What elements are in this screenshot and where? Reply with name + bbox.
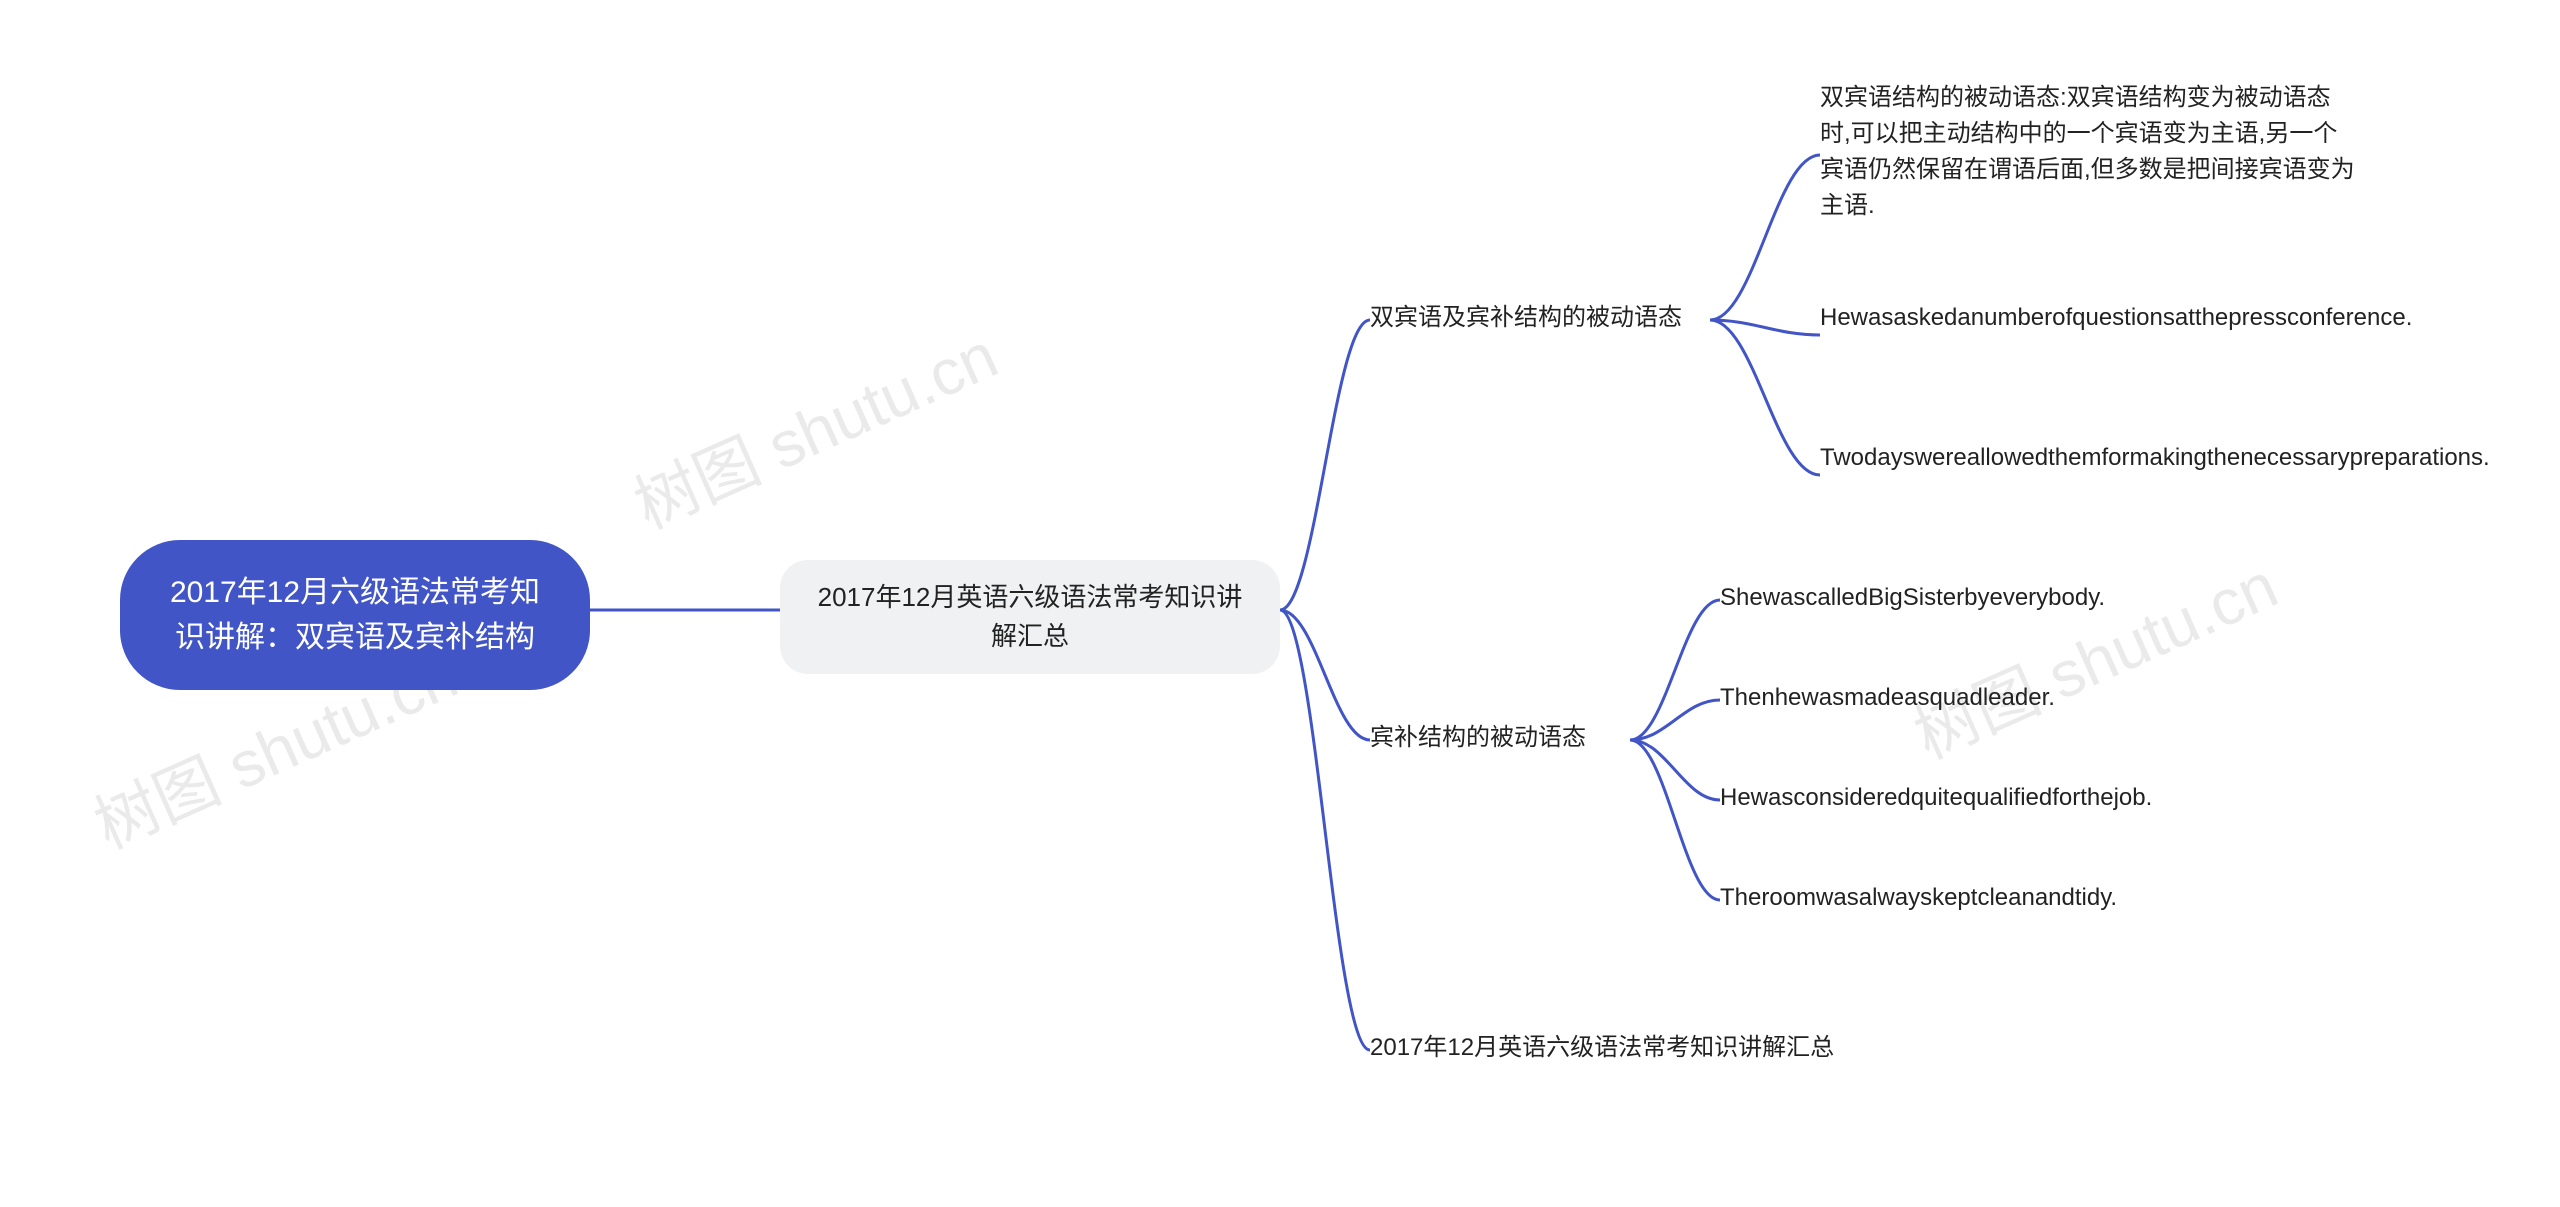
level2-node-summary[interactable]: 2017年12月英语六级语法常考知识讲解汇总 — [1370, 1030, 1890, 1066]
level1-node[interactable]: 2017年12月英语六级语法常考知识讲解汇总 — [780, 560, 1280, 674]
leaf-label: Hewasconsideredquitequalifiedforthejob. — [1720, 780, 2152, 816]
level1-label: 2017年12月英语六级语法常考知识讲解汇总 — [810, 578, 1250, 656]
level2-label: 2017年12月英语六级语法常考知识讲解汇总 — [1370, 1030, 1834, 1066]
leaf-node[interactable]: Hewasaskedanumberofquestionsatthepressco… — [1820, 300, 2360, 336]
root-node[interactable]: 2017年12月六级语法常考知识讲解：双宾语及宾补结构 — [120, 540, 590, 690]
leaf-node[interactable]: Thenhewasmadeasquadleader. — [1720, 680, 2140, 716]
level2-label: 双宾语及宾补结构的被动语态 — [1370, 300, 1682, 336]
level2-node-passive-double[interactable]: 双宾语及宾补结构的被动语态 — [1370, 300, 1710, 336]
leaf-node[interactable]: Hewasconsideredquitequalifiedforthejob. — [1720, 780, 2220, 816]
level2-node-passive-complement[interactable]: 宾补结构的被动语态 — [1370, 720, 1630, 756]
leaf-label: Hewasaskedanumberofquestionsatthepressco… — [1820, 300, 2412, 336]
leaf-node[interactable]: 双宾语结构的被动语态:双宾语结构变为被动语态时,可以把主动结构中的一个宾语变为主… — [1820, 80, 2360, 224]
leaf-node[interactable]: Twodayswereallowedthemformakingthenecess… — [1820, 440, 2360, 476]
leaf-node[interactable]: ShewascalledBigSisterbyeverybody. — [1720, 580, 2170, 616]
root-label: 2017年12月六级语法常考知识讲解：双宾语及宾补结构 — [160, 570, 550, 660]
leaf-label: 双宾语结构的被动语态:双宾语结构变为被动语态时,可以把主动结构中的一个宾语变为主… — [1820, 80, 2360, 224]
mindmap-canvas: 树图 shutu.cn 树图 shutu.cn 树图 shutu.cn 2017… — [0, 0, 2560, 1207]
leaf-node[interactable]: Theroomwasalwayskeptcleanandtidy. — [1720, 880, 2200, 916]
leaf-label: Theroomwasalwayskeptcleanandtidy. — [1720, 880, 2117, 916]
leaf-label: Thenhewasmadeasquadleader. — [1720, 680, 2055, 716]
watermark: 树图 shutu.cn — [1898, 535, 2290, 777]
leaf-label: ShewascalledBigSisterbyeverybody. — [1720, 580, 2105, 616]
leaf-label: Twodayswereallowedthemformakingthenecess… — [1820, 440, 2490, 476]
watermark: 树图 shutu.cn — [618, 305, 1010, 547]
level2-label: 宾补结构的被动语态 — [1370, 720, 1586, 756]
